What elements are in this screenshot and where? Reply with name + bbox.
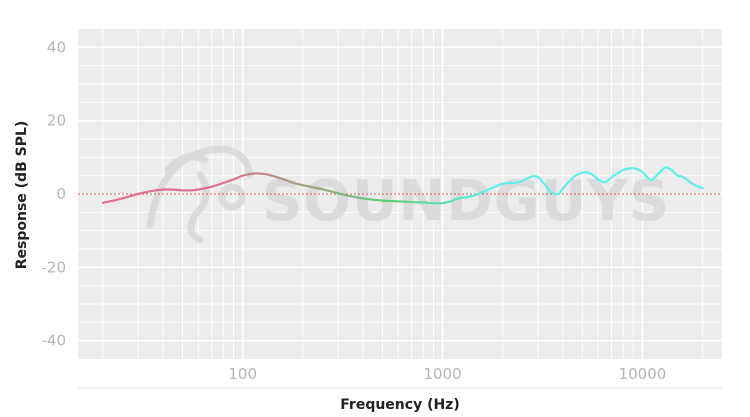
y-tick-label: 0 <box>56 185 66 203</box>
x-tick-label: 100 <box>228 365 257 383</box>
y-axis-title: Response (dB SPL) <box>14 121 30 270</box>
x-axis-ticks: 100 1000 10000 <box>228 365 666 383</box>
y-tick-label: -40 <box>42 332 67 350</box>
y-axis-ticks: 40 20 0 -20 -40 <box>42 38 67 349</box>
y-tick-label: -20 <box>42 258 67 276</box>
soundguys-watermark: SOUNDGUYS <box>146 145 670 244</box>
frequency-response-curve <box>101 166 704 205</box>
x-tick-label: 1000 <box>423 365 461 383</box>
x-axis-title: Frequency (Hz) <box>340 397 459 413</box>
y-tick-label: 20 <box>47 112 66 130</box>
y-tick-label: 40 <box>47 38 66 56</box>
x-tick-label: 10000 <box>619 365 667 383</box>
watermark-text: SOUNDGUYS <box>262 169 670 234</box>
